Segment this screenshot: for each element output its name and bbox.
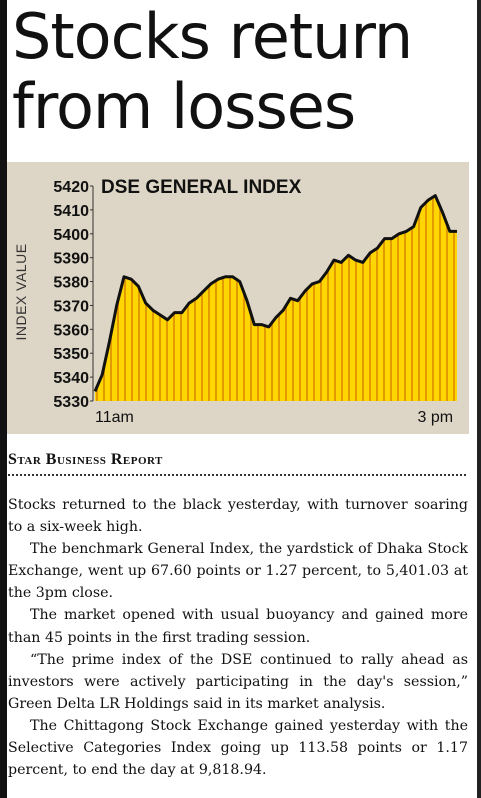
y-tick-label: 5340: [53, 370, 89, 387]
y-tick-labels: 5420 5410 5400 5390 5380 5370 5360 5350 5340 5330: [53, 179, 89, 411]
paragraph-3: The market opened with usual buoyancy an…: [8, 607, 468, 646]
byline: Star Business Report: [8, 451, 163, 469]
y-tick-label: 5360: [53, 322, 89, 339]
headline: Stocks return from losses: [12, 2, 472, 142]
x-tick-labels: 11am 3 pm: [95, 409, 453, 426]
x-tick-label: 11am: [95, 409, 134, 426]
byline-text: Star Business Report: [8, 451, 163, 468]
index-line: [93, 194, 457, 392]
y-tick-label: 5350: [53, 346, 89, 363]
x-tick-label: 3 pm: [417, 409, 453, 426]
paragraph-2: The benchmark General Index, the yardsti…: [8, 541, 468, 602]
headline-line-2: from losses: [12, 70, 356, 143]
y-tick-label: 5380: [53, 275, 89, 292]
y-tick-label: 5370: [53, 298, 89, 315]
paragraph-5: The Chittagong Stock Exchange gained yes…: [8, 717, 468, 779]
chart-svg: 5420 5410 5400 5390 5380 5370 5360 5350 5340 5330…: [13, 177, 457, 426]
right-edge-bar: [477, 0, 481, 798]
dse-index-chart: 5420 5410 5400 5390 5380 5370 5360 5350 5340 5330…: [7, 162, 469, 434]
index-area: [95, 195, 457, 401]
paragraph-4: “The prime index of the DSE continued to…: [8, 651, 468, 712]
paragraph-1: Stocks returned to the black yesterday, …: [8, 497, 468, 536]
headline-line-1: Stocks return: [12, 0, 413, 73]
y-tick-label: 5390: [53, 251, 89, 268]
y-tick-label: 5330: [53, 394, 89, 411]
chart-area: [90, 185, 457, 402]
y-tick-label: 5400: [53, 227, 89, 244]
y-tick-label: 5420: [53, 179, 89, 196]
chart-title: DSE GENERAL INDEX: [101, 177, 302, 198]
left-edge-bar: [0, 0, 7, 798]
y-tick-label: 5410: [53, 203, 89, 220]
byline-divider: [8, 474, 466, 478]
y-axis-label: INDEX VALUE: [13, 243, 29, 340]
article-body: Stocks returned to the black yesterday, …: [8, 494, 468, 781]
